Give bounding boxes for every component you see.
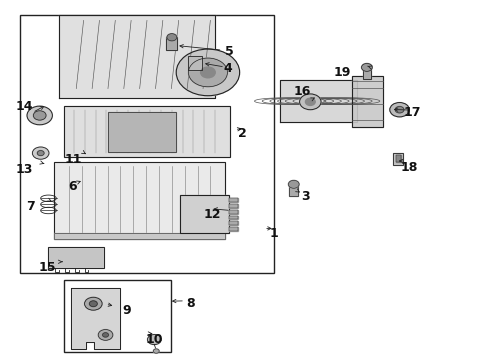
Text: 1: 1 (269, 227, 278, 240)
Bar (229, 210, 238, 214)
Text: 7: 7 (26, 201, 35, 213)
Circle shape (166, 34, 176, 41)
Bar (188, 56, 202, 69)
Circle shape (299, 94, 321, 110)
Bar (54, 233, 224, 239)
Circle shape (84, 297, 102, 310)
Bar (20, 15, 273, 273)
Circle shape (188, 58, 227, 87)
Text: 12: 12 (203, 208, 221, 221)
Bar (392, 153, 403, 165)
Text: 14: 14 (15, 100, 33, 113)
Bar (362, 67, 370, 79)
Text: 6: 6 (68, 180, 77, 193)
Text: 2: 2 (237, 127, 246, 140)
Text: 18: 18 (400, 161, 417, 174)
Bar (64, 107, 229, 157)
Bar (229, 227, 238, 231)
Bar (64, 107, 229, 157)
Bar (395, 155, 400, 162)
Circle shape (147, 334, 161, 345)
Circle shape (389, 103, 408, 117)
Circle shape (33, 111, 46, 120)
Bar (229, 216, 238, 220)
Text: 17: 17 (403, 107, 421, 120)
Bar (229, 198, 238, 202)
Text: 19: 19 (333, 66, 350, 79)
Polygon shape (59, 15, 215, 98)
Bar (229, 216, 238, 220)
Text: 5: 5 (224, 45, 233, 58)
Text: 11: 11 (64, 153, 81, 166)
Bar (229, 221, 238, 225)
Bar (54, 162, 224, 239)
Text: 10: 10 (145, 333, 163, 346)
Bar (289, 185, 298, 196)
Bar (166, 37, 177, 50)
Bar (351, 76, 383, 127)
Circle shape (176, 49, 239, 96)
Text: 3: 3 (301, 190, 309, 203)
Bar (362, 67, 370, 79)
Bar (229, 227, 238, 231)
Text: 4: 4 (223, 62, 231, 75)
Polygon shape (279, 80, 356, 122)
Bar (229, 210, 238, 214)
Bar (108, 112, 176, 152)
Bar (392, 153, 403, 165)
Circle shape (361, 63, 371, 71)
Circle shape (32, 147, 49, 159)
Text: 15: 15 (38, 261, 56, 274)
Bar (54, 233, 224, 239)
Bar (229, 204, 238, 208)
Circle shape (288, 180, 299, 188)
Bar (229, 198, 238, 202)
Circle shape (153, 349, 159, 353)
Bar (179, 195, 229, 233)
Circle shape (89, 301, 97, 307)
Bar (54, 162, 224, 239)
Circle shape (394, 107, 403, 113)
Circle shape (98, 329, 113, 340)
Text: 13: 13 (16, 163, 33, 176)
Bar (289, 185, 298, 196)
Circle shape (200, 67, 215, 78)
Bar (229, 204, 238, 208)
Bar (188, 56, 202, 69)
Bar (351, 76, 383, 127)
Text: 16: 16 (293, 85, 310, 98)
Bar (48, 247, 104, 268)
Text: 9: 9 (122, 305, 131, 318)
Circle shape (102, 333, 108, 337)
Circle shape (305, 98, 315, 105)
Bar (395, 155, 400, 162)
Circle shape (27, 106, 52, 125)
Polygon shape (71, 288, 120, 349)
Bar (166, 37, 177, 50)
Bar (229, 221, 238, 225)
Text: 8: 8 (186, 297, 195, 310)
Bar (179, 195, 229, 233)
Bar (108, 112, 176, 152)
Circle shape (37, 150, 44, 156)
Bar (48, 247, 104, 268)
Bar (64, 280, 171, 352)
